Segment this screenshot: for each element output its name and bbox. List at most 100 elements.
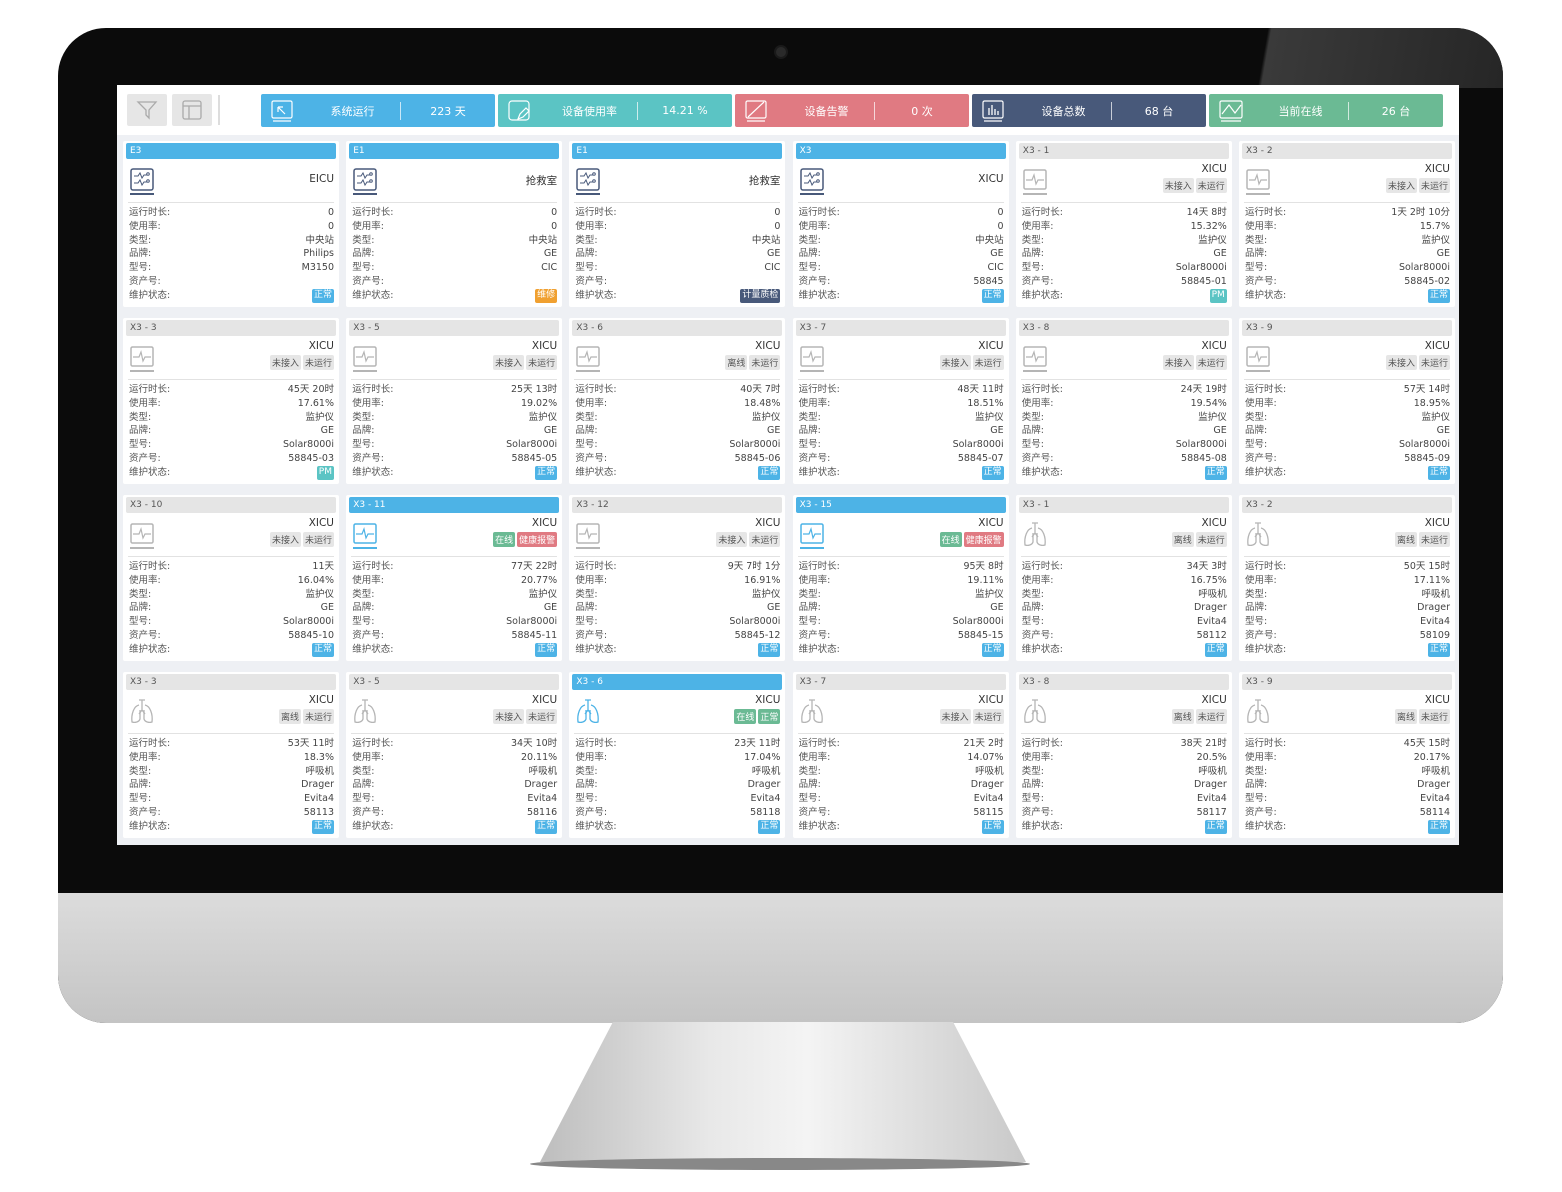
- field-label: 类型:: [798, 765, 821, 777]
- department-label: 抢救室: [525, 175, 558, 187]
- device-card[interactable]: X3 - 9 XICU 离线 未运行 运行时长: 45天 15时 使用率: 20.17% 类型:…: [1239, 672, 1455, 838]
- field-label: 运行时长:: [1245, 384, 1287, 395]
- field-label: 运行时长:: [352, 384, 394, 395]
- device-card[interactable]: X3 - 6 XICU 在线 正常 运行时长: 23天 11时 使用率: 17.04% 类型: 呼…: [569, 672, 786, 838]
- device-card[interactable]: X3 - 7 XICU 未接入 未运行 运行时长: 48天 11时 使用率: 18.51% 类型…: [792, 318, 1009, 484]
- layout-icon: [182, 100, 202, 120]
- device-card[interactable]: X3 - 11 XICU 在线 健康报警 运行时长: 77天 22时 使用率: 20.77% 类…: [346, 495, 563, 661]
- field-row: 运行时长: 11天: [129, 560, 334, 574]
- central-station-icon: [353, 168, 378, 195]
- layout-button[interactable]: [172, 94, 212, 126]
- device-card[interactable]: X3 - 9 XICU 未接入 未运行 运行时长: 57天 14时 使用率: 18.95% 类型…: [1239, 318, 1455, 484]
- field-label: 维护状态:: [352, 820, 394, 832]
- device-card[interactable]: X3 - 5 XICU 未接入 未运行 运行时长: 34天 10时 使用率: 20.11% 类型…: [346, 672, 563, 838]
- stat-usage-edit[interactable]: 设备使用率 14.21 %: [498, 94, 732, 127]
- field-row: 运行时长: 48天 11时: [799, 383, 1004, 397]
- field-label: 使用率:: [129, 574, 161, 586]
- field-value: Philips: [303, 248, 334, 260]
- field-row: 品牌: Philips: [129, 247, 334, 261]
- device-card[interactable]: X3 - 1 XICU 离线 未运行 运行时长: 34天 3时 使用率: 16.75% 类型: 呼…: [1015, 495, 1232, 661]
- field-row: 型号: Evita4: [799, 792, 1004, 806]
- card-divider: [128, 556, 334, 557]
- field-row: 品牌: Drager: [1022, 778, 1227, 792]
- field-label: 运行时长:: [798, 561, 840, 572]
- device-card[interactable]: E1 抢救室 运行时长: 0 使用率: 0 类型: 中央站 品牌: GE 型号: CIC 资产号: 维护状…: [569, 141, 786, 307]
- field-value: 58845-11: [511, 629, 558, 641]
- card-divider: [797, 733, 1004, 734]
- field-label: 资产号:: [1021, 629, 1054, 641]
- card-title: X3 - 8: [1018, 674, 1229, 690]
- field-row: 维护状态: 正常: [352, 642, 558, 657]
- field-value: 58845-09: [1404, 452, 1450, 464]
- field-row: 资产号: 58845-15: [799, 629, 1004, 643]
- field-row: 运行时长: 14天 8时: [1022, 206, 1227, 220]
- status-tag: 未运行: [1418, 709, 1450, 724]
- field-value: 呼吸机: [528, 765, 558, 777]
- ventilator-lungs-icon: [577, 699, 600, 724]
- central-station-icon: [799, 168, 824, 195]
- field-row: 运行时长: 24天 19时: [1022, 383, 1227, 397]
- status-tag: 未接入: [269, 532, 301, 547]
- field-label: 资产号:: [352, 452, 384, 464]
- status-tag: 未接入: [1162, 178, 1194, 193]
- status-tag: 未运行: [1418, 178, 1450, 193]
- field-label: 类型:: [575, 234, 598, 246]
- field-row: 品牌: GE: [129, 424, 334, 438]
- device-card[interactable]: X3 - 3 XICU 离线 未运行 运行时长: 53天 11时 使用率: 18.3% 类型: 呼…: [123, 672, 339, 838]
- field-label: 使用率:: [1021, 220, 1054, 232]
- device-card[interactable]: X3 - 15 XICU 在线 健康报警 运行时长: 95天 8时 使用率: 19.11% 类型…: [792, 495, 1009, 661]
- device-card[interactable]: X3 - 7 XICU 未接入 未运行 运行时长: 21天 2时 使用率: 14.07% 类型:…: [792, 672, 1009, 838]
- stat-system-run[interactable]: 系统运行 223 天: [261, 94, 495, 127]
- field-value: 监护仪: [975, 411, 1004, 423]
- field-row: 使用率: 14.07%: [799, 751, 1004, 765]
- field-row: 运行时长: 95天 8时: [799, 560, 1004, 574]
- field-value: 监护仪: [1198, 411, 1227, 423]
- device-card[interactable]: E1 抢救室 运行时长: 0 使用率: 0 类型: 中央站 品牌: GE 型号: CIC 资产号: 维护状…: [346, 141, 563, 307]
- device-card[interactable]: X3 XICU 运行时长: 0 使用率: 0 类型: 中央站 品牌: GE 型号: CIC 资产号: 58…: [792, 141, 1009, 307]
- field-row: 维护状态: 正常: [799, 819, 1004, 834]
- device-card[interactable]: X3 - 2 XICU 离线 未运行 运行时长: 50天 15时 使用率: 17.11% 类型:…: [1239, 495, 1455, 661]
- card-divider: [1020, 202, 1227, 203]
- stat-bar-chart[interactable]: 设备总数 68 台: [972, 94, 1206, 127]
- field-value: 16.75%: [1190, 574, 1227, 586]
- device-card[interactable]: X3 - 1 XICU 未接入 未运行 运行时长: 14天 8时 使用率: 15.32% 类型:…: [1015, 141, 1232, 307]
- field-row: 资产号: 58845-02: [1245, 275, 1450, 289]
- card-divider: [351, 379, 558, 380]
- stat-online-chart[interactable]: 当前在线 26 台: [1209, 94, 1443, 127]
- field-label: 资产号:: [1245, 452, 1277, 464]
- status-tag: 未接入: [493, 355, 525, 370]
- field-label: 资产号:: [798, 275, 831, 287]
- field-label: 运行时长:: [129, 207, 171, 218]
- device-card[interactable]: X3 - 8 XICU 离线 未运行 运行时长: 38天 21时 使用率: 20.5% 类型: 呼…: [1015, 672, 1232, 838]
- maintenance-status-badge: 正常: [981, 288, 1004, 303]
- device-card[interactable]: X3 - 10 XICU 未接入 未运行 运行时长: 11天 使用率: 16.04% 类型: 监护…: [123, 495, 339, 661]
- field-value: Evita4: [750, 793, 781, 805]
- field-value: 58845-07: [957, 452, 1004, 464]
- field-value: 45天 20时: [287, 384, 334, 395]
- field-value: GE: [1436, 425, 1450, 437]
- field-row: 维护状态: 正常: [799, 465, 1004, 480]
- field-label: 运行时长:: [352, 738, 394, 749]
- field-row: 使用率: 0: [575, 220, 780, 234]
- field-value: 0: [551, 220, 558, 232]
- field-label: 类型:: [129, 588, 152, 600]
- stat-alarm[interactable]: 设备告警 0 次: [735, 94, 969, 127]
- device-card[interactable]: X3 - 5 XICU 未接入 未运行 运行时长: 25天 13时 使用率: 19.02% 类型…: [346, 318, 563, 484]
- device-card[interactable]: X3 - 3 XICU 未接入 未运行 运行时长: 45天 20时 使用率: 17.61% 类型…: [123, 318, 339, 484]
- device-card[interactable]: E3 EICU 运行时长: 0 使用率: 0 类型: 中央站 品牌: Philips 型号: M315…: [123, 141, 339, 307]
- field-value: 14.07%: [967, 751, 1004, 763]
- department-label: XICU: [308, 694, 334, 706]
- status-tags: 离线 未运行: [1171, 709, 1227, 724]
- field-row: 品牌: GE: [575, 424, 780, 438]
- status-tags: 未接入 未运行: [493, 355, 558, 370]
- device-card[interactable]: X3 - 8 XICU 未接入 未运行 运行时长: 24天 19时 使用率: 19.54% 类型…: [1015, 318, 1232, 484]
- device-card[interactable]: X3 - 6 XICU 离线 未运行 运行时长: 40天 7时 使用率: 18.48% 类型: 监…: [569, 318, 786, 484]
- field-row: 资产号: 58845-03: [129, 452, 334, 466]
- field-label: 型号:: [798, 793, 821, 805]
- filter-button[interactable]: [127, 94, 167, 126]
- field-label: 维护状态:: [352, 643, 394, 655]
- device-card[interactable]: X3 - 12 XICU 未接入 未运行 运行时长: 9天 7时 1分 使用率: 16.91%…: [569, 495, 786, 661]
- department-label: XICU: [531, 340, 558, 352]
- device-card[interactable]: X3 - 2 XICU 未接入 未运行 运行时长: 1天 2时 10分 使用率: 15.7% 类…: [1239, 141, 1455, 307]
- field-label: 运行时长:: [575, 384, 617, 395]
